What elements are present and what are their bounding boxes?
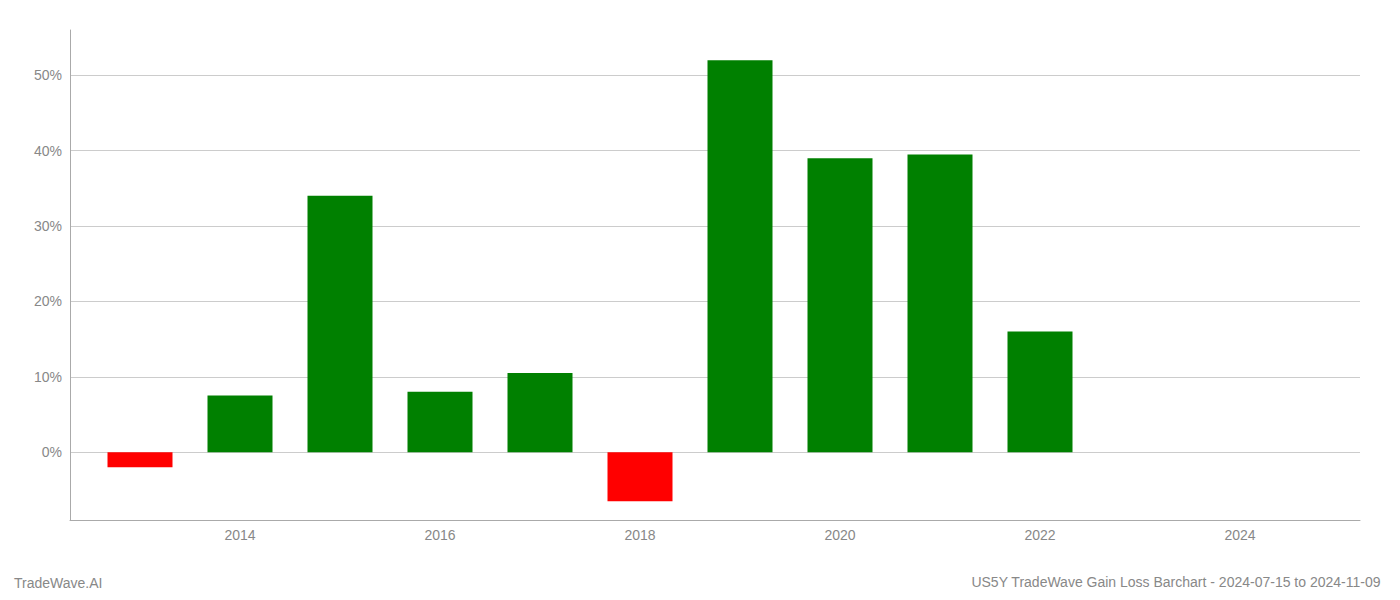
svg-text:US5Y TradeWave Gain Loss Barch: US5Y TradeWave Gain Loss Barchart - 2024… [971,574,1380,590]
svg-text:0%: 0% [42,444,62,460]
svg-text:TradeWave.AI: TradeWave.AI [14,575,102,591]
svg-text:2022: 2022 [1024,527,1055,543]
svg-text:20%: 20% [34,293,62,309]
svg-text:10%: 10% [34,369,62,385]
svg-text:2018: 2018 [624,527,655,543]
svg-text:40%: 40% [34,143,62,159]
svg-text:2020: 2020 [824,527,855,543]
svg-text:2014: 2014 [224,527,255,543]
svg-text:30%: 30% [34,218,62,234]
svg-text:2016: 2016 [424,527,455,543]
svg-text:2024: 2024 [1224,527,1255,543]
svg-text:50%: 50% [34,67,62,83]
